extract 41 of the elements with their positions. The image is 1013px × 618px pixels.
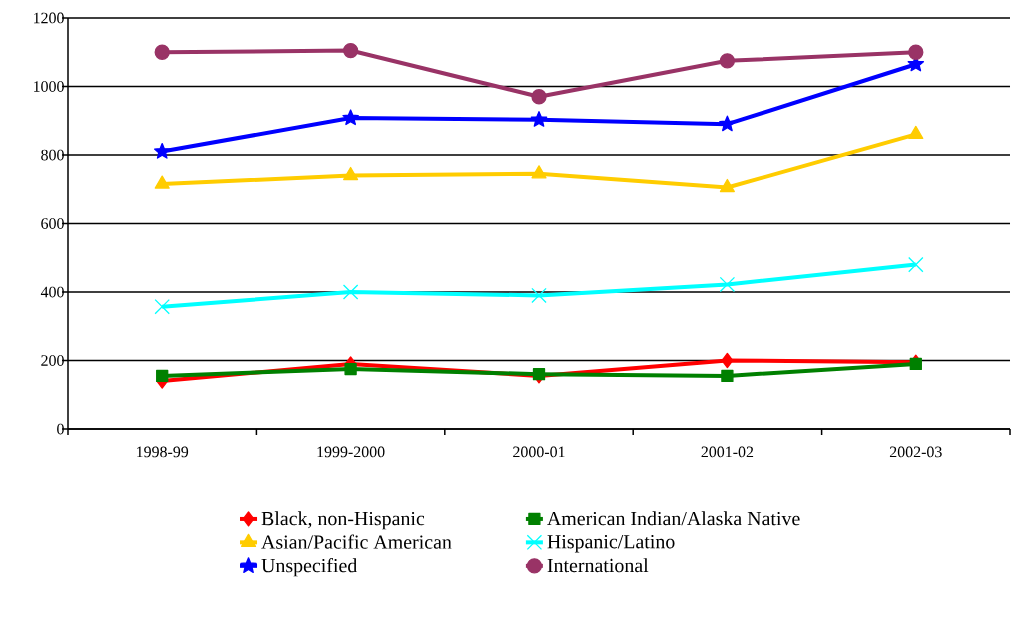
- point: [719, 53, 736, 69]
- point: [721, 352, 734, 369]
- point: [721, 369, 734, 383]
- legend-label: International: [547, 558, 649, 573]
- point: [342, 42, 359, 59]
- point: [719, 115, 736, 132]
- point: [908, 44, 924, 60]
- y-tick-label: 400: [40, 286, 64, 298]
- point: [719, 276, 736, 293]
- y-tick-label: 800: [41, 149, 64, 161]
- point: [531, 165, 547, 179]
- y-tick-label: 600: [41, 218, 64, 229]
- x-tick-label: 1999-2000: [317, 446, 385, 458]
- legend-label: Unspecified: [261, 558, 358, 577]
- point: [343, 166, 359, 181]
- x-tick-label: 2002-03: [889, 446, 942, 458]
- point: [531, 89, 547, 105]
- legend-label: Black, non-Hispanic: [261, 511, 425, 530]
- x-tick-label: 2000-01: [513, 446, 565, 458]
- point: [153, 142, 171, 159]
- y-tick-label: 0: [57, 423, 64, 435]
- point: [530, 111, 548, 127]
- point: [342, 284, 359, 300]
- x-tick-label: 1998-99: [137, 446, 189, 458]
- y-tick-label: 1200: [34, 12, 64, 24]
- legend-label: Hispanic/Latino: [547, 535, 675, 553]
- x-tick-label: 2001-02: [701, 446, 754, 458]
- point: [342, 109, 359, 126]
- legend-label: American Indian/Alaska Native: [547, 511, 800, 526]
- y-tick-label: 200: [41, 355, 64, 366]
- point: [154, 299, 170, 315]
- point: [908, 125, 924, 140]
- y-tick-label: 1000: [34, 81, 64, 92]
- point: [908, 256, 924, 273]
- point: [531, 287, 547, 304]
- point: [154, 175, 170, 189]
- point: [154, 44, 170, 60]
- point: [344, 362, 357, 376]
- point: [719, 178, 735, 193]
- legend-label: Asian/Pacific American: [261, 534, 452, 549]
- point: [156, 369, 169, 383]
